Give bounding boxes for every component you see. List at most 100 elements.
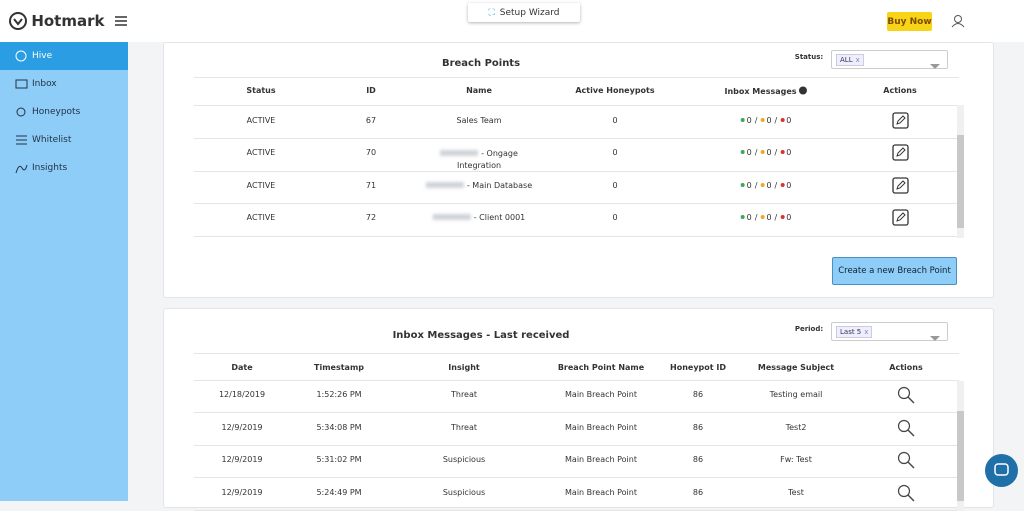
status: ACTIVE: [246, 116, 276, 125]
brand-name: Hotmark: [31, 12, 105, 30]
cell-text: Fw: Test: [780, 455, 812, 464]
dot: [780, 118, 785, 122]
separator: [194, 477, 959, 478]
filter-label: Period:: [794, 325, 824, 333]
filter-clear[interactable]: x: [855, 56, 860, 64]
view-button-svg: [897, 451, 915, 469]
separator: [194, 236, 959, 237]
cell-text: 86: [692, 422, 704, 432]
count: 0: [766, 116, 772, 125]
id: 67: [365, 116, 377, 125]
chat-icon: [994, 463, 1009, 476]
cell-text: Threat: [450, 422, 478, 432]
view-button[interactable]: [897, 451, 915, 473]
separator: [194, 77, 959, 78]
name-text: - Ongage Integration: [456, 149, 518, 170]
column-header: Honeypot ID: [670, 363, 726, 372]
view-button-svg: [897, 419, 915, 436]
scrollbar-thumb[interactable]: [957, 135, 964, 228]
breach-card: Breach Points Status: ALL x Status ID Name Acti…: [163, 42, 994, 298]
nav-item[interactable]: Inbox: [0, 70, 128, 98]
user-icon[interactable]: [951, 14, 965, 28]
chat-button[interactable]: [985, 454, 1018, 487]
cell-text: Threat: [450, 390, 478, 399]
nav-icon: [15, 134, 28, 149]
dot: [780, 150, 785, 154]
name: - Client 0001: [432, 213, 525, 222]
nav-icon-svg: [16, 135, 27, 145]
count: 0: [786, 213, 792, 222]
brand[interactable]: Hotmark: [0, 0, 128, 42]
nav-icon: [15, 106, 28, 121]
card-title: Breach Points: [441, 58, 521, 69]
nav-item[interactable]: Hive: [0, 42, 128, 70]
inbox-counts: 0/0/0: [740, 181, 792, 190]
count: 0: [786, 181, 792, 190]
separator: [194, 380, 959, 381]
cell-text: Main Breach Point: [565, 455, 637, 464]
cell-text: 12/18/2019: [218, 390, 266, 399]
buy-now[interactable]: Buy Now: [887, 12, 932, 31]
nav-label: Honeypots: [32, 107, 81, 117]
cell-text: Testing email: [769, 390, 823, 399]
inbox-counts: 0/0/0: [740, 148, 792, 157]
count: 0: [786, 148, 792, 157]
cell-text: 86: [692, 487, 704, 497]
edit-button[interactable]: [892, 209, 909, 230]
view-button-svg: [897, 386, 915, 404]
edit-button[interactable]: [892, 177, 909, 198]
inbox-card: Inbox Messages - Last received Period: Las…: [163, 308, 994, 511]
count: 0: [746, 148, 752, 157]
filter-value: ALL: [840, 56, 853, 64]
nav-item[interactable]: Honeypots: [0, 98, 128, 126]
dot: [760, 183, 765, 187]
count: 0: [746, 181, 752, 190]
setup-wizard[interactable]: ⛶ Setup Wizard: [468, 3, 580, 22]
separator-text: /: [754, 181, 758, 190]
menu-toggle[interactable]: [114, 15, 128, 27]
view-button[interactable]: [897, 484, 915, 506]
count: 0: [746, 116, 752, 125]
filter-tag[interactable]: ALL x: [836, 54, 864, 66]
filter-label: Status:: [794, 53, 824, 61]
nav-label: Hive: [32, 51, 53, 61]
nav-icon-svg: [15, 79, 28, 89]
edit-button[interactable]: [892, 112, 909, 133]
edit-button[interactable]: [892, 144, 909, 165]
dot: [740, 183, 745, 187]
honeypots: 0: [612, 148, 618, 157]
cell-text: 12/9/2019: [221, 487, 263, 497]
nav-icon: [15, 78, 28, 93]
count: 0: [786, 116, 792, 125]
separator: [194, 138, 959, 139]
inbox-counts: 0/0/0: [740, 116, 792, 125]
dropdown-arrow-svg: [930, 336, 940, 341]
cell-text: 5:24:49 PM: [316, 487, 362, 497]
dot: [740, 215, 745, 219]
scrollbar-thumb[interactable]: [957, 411, 964, 501]
view-button-svg: [897, 484, 915, 501]
nav-label: Whitelist: [32, 135, 72, 145]
column-header: ID: [366, 86, 376, 95]
filter-clear[interactable]: x: [864, 328, 869, 336]
column-header: Actions: [889, 363, 923, 372]
separator-text: /: [774, 181, 778, 190]
filter-select[interactable]: ALL x: [831, 50, 948, 69]
dot: [740, 118, 745, 122]
nav-item[interactable]: Whitelist: [0, 126, 128, 154]
redacted: [432, 214, 471, 220]
separator-text: /: [774, 213, 778, 222]
view-button[interactable]: [897, 386, 915, 408]
cell-text: 1:52:26 PM: [316, 390, 362, 399]
separator-text: /: [774, 148, 778, 157]
nav-item[interactable]: Insights: [0, 154, 128, 182]
edit-button-svg: [892, 144, 909, 161]
create-button[interactable]: Create a new Breach Point: [832, 257, 957, 285]
cell-text: 5:31:02 PM: [316, 455, 362, 464]
logo: [9, 12, 27, 30]
view-button[interactable]: [897, 419, 915, 441]
status: ACTIVE: [246, 148, 276, 157]
setup-label: Setup Wizard: [499, 7, 560, 18]
